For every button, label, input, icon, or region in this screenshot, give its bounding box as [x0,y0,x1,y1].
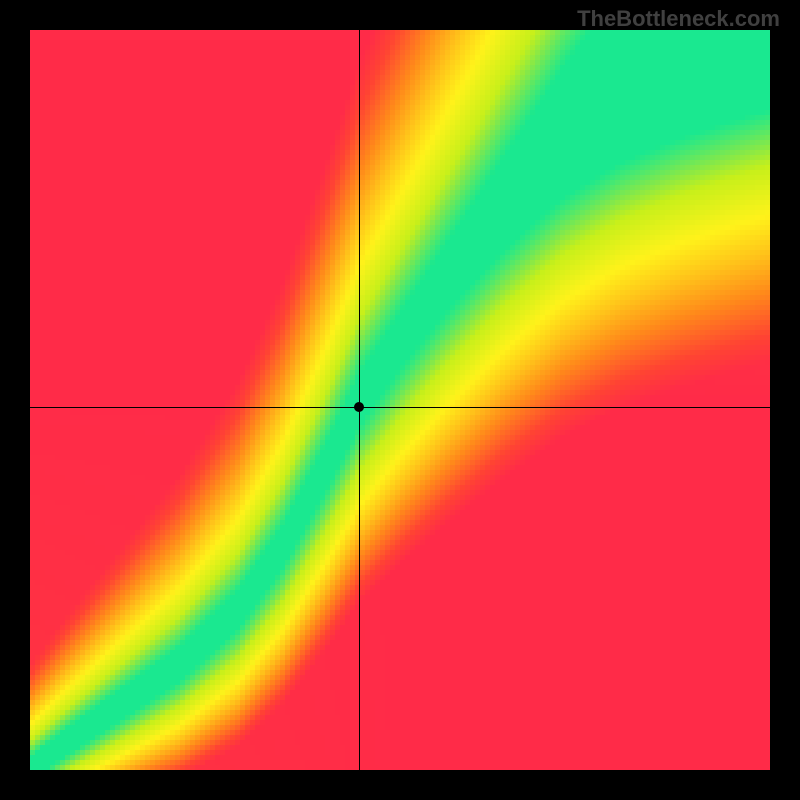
crosshair-vertical [359,30,360,770]
data-point-marker [354,402,364,412]
heatmap-canvas [30,30,770,770]
watermark-text: TheBottleneck.com [577,6,780,32]
crosshair-horizontal [30,407,770,408]
plot-area [30,30,770,770]
chart-container: TheBottleneck.com [0,0,800,800]
